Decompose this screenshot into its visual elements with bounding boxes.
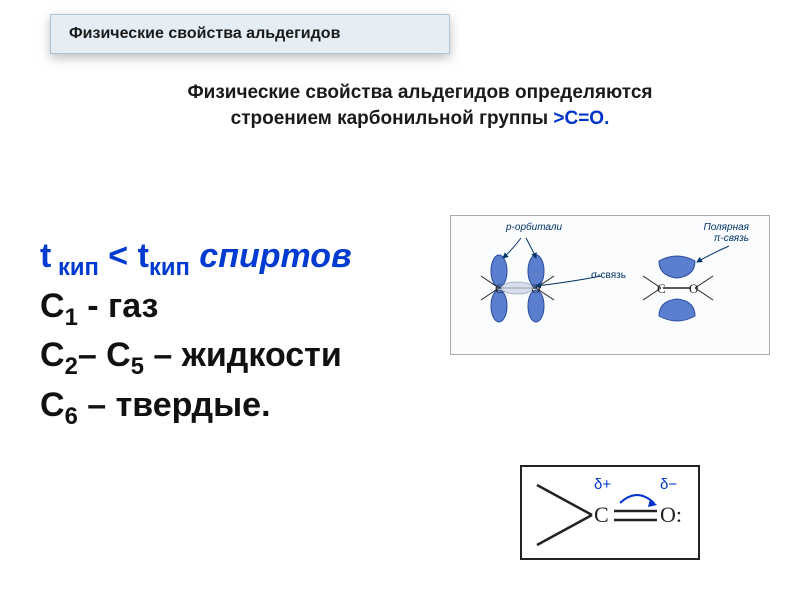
arrow-to-p2 xyxy=(526,238,536,258)
delta-minus: δ− xyxy=(660,476,677,493)
c6-sub: 6 xyxy=(65,402,78,429)
c1-tail: - газ xyxy=(78,287,159,325)
line-c2c5: С2– С5 – жидкости xyxy=(40,334,352,382)
t1-sub: кип xyxy=(51,254,99,281)
c6-tail: – твердые. xyxy=(78,386,271,424)
main-body: t кип < tкип спиртов С1 - газ С2– С5 – ж… xyxy=(40,235,352,433)
t1: t xyxy=(40,237,51,275)
line-tboil: t кип < tкип спиртов xyxy=(40,235,352,283)
carbonyl-polarity-diagram: C O: δ+ δ− xyxy=(520,465,700,560)
intro-line1: Физические свойства альдегидов определяю… xyxy=(187,82,652,103)
line-c1: С1 - газ xyxy=(40,285,352,333)
atom-o: O: xyxy=(660,502,682,527)
c5: С xyxy=(106,336,131,374)
c1: С xyxy=(40,287,65,325)
l3-tail: – жидкости xyxy=(144,336,342,374)
line-c6: С6 – твердые. xyxy=(40,384,352,432)
delta-plus: δ+ xyxy=(594,476,611,493)
header-title: Физические свойства альдегидов xyxy=(69,25,340,42)
arrow-to-p1 xyxy=(503,238,521,258)
t2-sub: кип xyxy=(149,254,190,281)
electron-shift-arrow xyxy=(620,495,654,503)
intro-text: Физические свойства альдегидов определяю… xyxy=(100,80,740,131)
orbital-diagram: p-орбитали Полярная π-связь σ-связь C O xyxy=(450,215,770,355)
carbonyl-svg: C O: δ+ δ− xyxy=(522,467,702,562)
svg-text:O: O xyxy=(689,281,698,296)
pi-bond-label: Полярная π-связь xyxy=(703,222,749,244)
carbonyl-formula: >С=О. xyxy=(553,108,609,129)
arrow-to-pi xyxy=(697,246,729,262)
c5-sub: 5 xyxy=(131,353,144,380)
intro-line2a: строением карбонильной группы xyxy=(231,108,554,129)
section-header: Физические свойства альдегидов xyxy=(50,14,450,54)
right-pi-cloud: C O xyxy=(643,256,713,321)
atom-c: C xyxy=(594,502,609,527)
c6: С xyxy=(40,386,65,424)
c2: С xyxy=(40,336,65,374)
t-tail: спиртов xyxy=(190,237,352,275)
c1-sub: 1 xyxy=(65,303,78,330)
sigma-label: σ-связь xyxy=(591,270,626,281)
sigma-cloud-left xyxy=(501,282,533,294)
dash1: – xyxy=(78,336,106,374)
lt: < xyxy=(99,237,138,275)
t2: t xyxy=(138,237,149,275)
c2-sub: 2 xyxy=(65,353,78,380)
p-orbitals-label: p-орбитали xyxy=(506,222,562,233)
